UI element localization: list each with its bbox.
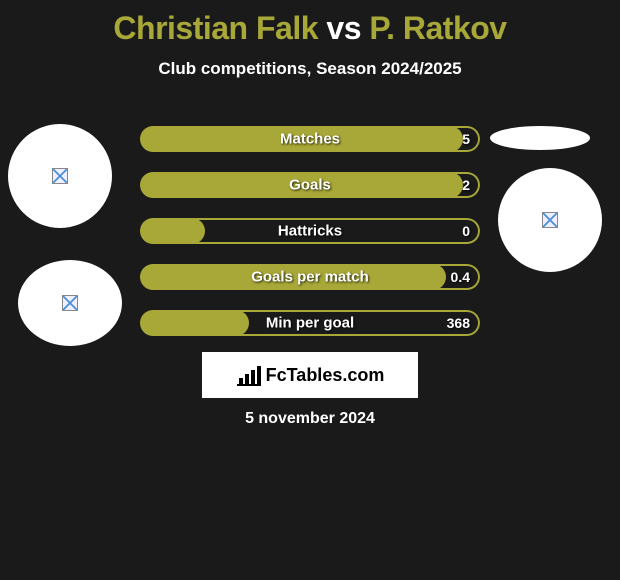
avatar-bottom-left	[18, 260, 122, 346]
player2-name: P. Ratkov	[369, 10, 506, 46]
stat-bar: Min per goal 368	[140, 310, 480, 336]
stat-bar-fill	[140, 218, 205, 244]
logo-text: FcTables.com	[266, 365, 385, 386]
bar-chart-icon	[236, 364, 262, 386]
stat-bar: Goals 2	[140, 172, 480, 198]
broken-image-icon	[542, 212, 558, 228]
stat-value: 0.4	[451, 269, 470, 285]
stat-label: Goals per match	[251, 269, 369, 286]
stat-value: 2	[462, 177, 470, 193]
stat-value: 5	[462, 131, 470, 147]
stat-bar: Goals per match 0.4	[140, 264, 480, 290]
stat-label: Goals	[289, 177, 331, 194]
stat-label: Matches	[280, 131, 340, 148]
stat-value: 368	[447, 315, 470, 331]
stat-bar-fill	[140, 310, 249, 336]
comparison-title: Christian Falk vs P. Ratkov	[0, 0, 620, 47]
stat-label: Hattricks	[278, 223, 342, 240]
avatar-top-left	[8, 124, 112, 228]
stat-value: 0	[462, 223, 470, 239]
decor-ellipse	[490, 126, 590, 150]
stat-bars: Matches 5 Goals 2 Hattricks 0 Goals per match 0…	[140, 126, 480, 356]
vs-text: vs	[326, 10, 361, 46]
player1-name: Christian Falk	[113, 10, 318, 46]
fctables-logo: FcTables.com	[202, 352, 418, 398]
broken-image-icon	[62, 295, 78, 311]
subtitle: Club competitions, Season 2024/2025	[0, 59, 620, 79]
broken-image-icon	[52, 168, 68, 184]
date-text: 5 november 2024	[0, 410, 620, 428]
stat-bar: Hattricks 0	[140, 218, 480, 244]
stat-label: Min per goal	[266, 315, 354, 332]
stat-bar: Matches 5	[140, 126, 480, 152]
avatar-right	[498, 168, 602, 272]
